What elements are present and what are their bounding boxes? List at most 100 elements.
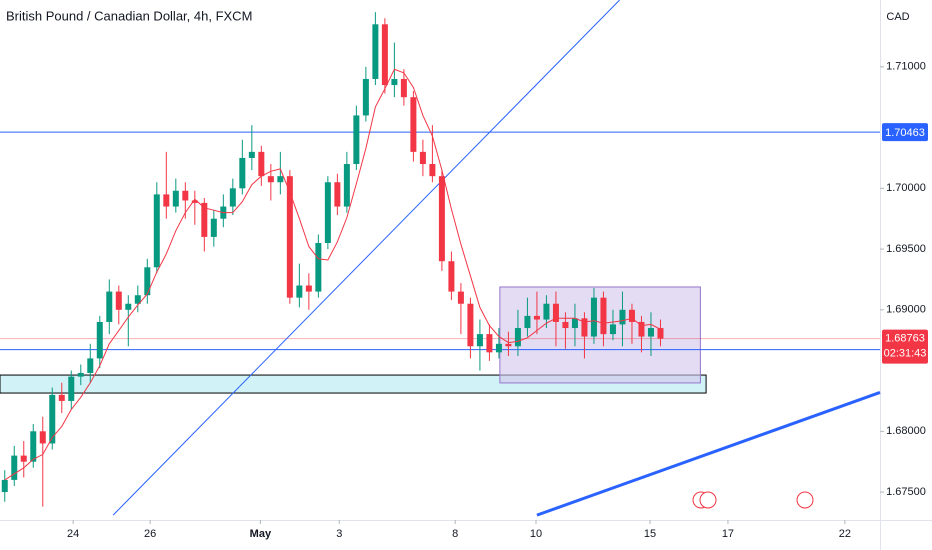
candle-body xyxy=(600,297,607,335)
trendline xyxy=(112,0,620,516)
candle-body xyxy=(514,328,521,347)
candle-body xyxy=(581,318,588,337)
countdown-label: 02:31:43 xyxy=(884,348,927,360)
candle-body xyxy=(201,202,208,237)
y-tick-label: 1.68000 xyxy=(886,425,926,437)
trendline xyxy=(536,391,881,517)
last-price-label: 1.68763 xyxy=(885,333,925,345)
event-icon[interactable] xyxy=(699,491,717,509)
x-tick-label: 24 xyxy=(67,528,79,540)
plot-area xyxy=(0,0,881,517)
candle-body xyxy=(343,164,350,207)
candle-body xyxy=(562,321,569,329)
candle-body xyxy=(267,176,274,183)
candle-body xyxy=(229,188,236,207)
candle-body xyxy=(77,372,84,377)
x-tick-label: 17 xyxy=(722,528,734,540)
candle-body xyxy=(638,321,645,337)
candle-body xyxy=(191,200,198,203)
candle-body xyxy=(362,78,369,116)
y-tick-label: 1.67500 xyxy=(886,486,926,498)
candle-body xyxy=(134,295,141,304)
candle-body xyxy=(125,303,132,310)
candle-body xyxy=(68,376,75,401)
x-tick-label: May xyxy=(250,528,272,540)
candle-body xyxy=(457,291,464,304)
candle-body xyxy=(153,194,160,268)
candle-body xyxy=(647,328,654,337)
x-tick-label: 26 xyxy=(144,528,156,540)
y-tick-label: 1.69500 xyxy=(886,243,926,255)
candle-body xyxy=(248,151,255,158)
currency-label: CAD xyxy=(886,11,909,23)
candle-body xyxy=(495,343,502,353)
candle-body xyxy=(296,285,303,298)
candle-body xyxy=(419,151,426,165)
candle-body xyxy=(486,334,493,353)
price-label: 1.70463 xyxy=(885,127,925,139)
candle-body xyxy=(115,291,122,310)
x-tick-label: 22 xyxy=(839,528,851,540)
x-tick-label: 15 xyxy=(644,528,656,540)
candle-body xyxy=(39,431,46,444)
y-tick-label: 1.71000 xyxy=(886,61,926,73)
candle-body xyxy=(400,78,407,98)
candle-body xyxy=(277,176,284,183)
candle-body xyxy=(524,315,531,329)
zone xyxy=(499,286,701,384)
candle-body xyxy=(30,431,37,462)
last-price-box xyxy=(882,329,928,364)
candle-body xyxy=(590,297,597,337)
event-icon[interactable] xyxy=(796,491,814,509)
candle-body xyxy=(96,321,103,359)
candle-body xyxy=(657,328,664,339)
candle-body xyxy=(438,176,445,262)
candle-body xyxy=(543,303,550,320)
candle-body xyxy=(619,309,626,325)
candle-body xyxy=(467,303,474,347)
axis-labels: 1.67500 1.68000 1.69000 1.69500 1.70000 1.710… xyxy=(67,61,928,540)
candle-body xyxy=(372,24,379,79)
event-icons xyxy=(692,491,814,509)
candle-body xyxy=(476,334,483,347)
x-tick-label: 3 xyxy=(336,528,342,540)
price-label-box xyxy=(882,123,928,142)
candle-body xyxy=(49,394,56,444)
candle-body xyxy=(20,455,27,462)
candle-body xyxy=(571,318,578,329)
candle-body xyxy=(286,176,293,298)
candle-body xyxy=(505,343,512,347)
candle-body xyxy=(315,242,322,292)
moving-average xyxy=(4,68,661,481)
candle-body xyxy=(163,194,170,207)
candle-body xyxy=(87,358,94,373)
candle-body xyxy=(391,78,398,86)
candle-body xyxy=(172,190,179,207)
candle-body xyxy=(58,394,65,401)
x-tick-label: 10 xyxy=(530,528,542,540)
candle-body xyxy=(182,190,189,201)
candle-body xyxy=(324,182,331,243)
candle-body xyxy=(210,218,217,237)
candle-body xyxy=(258,151,265,177)
candle-body xyxy=(1,479,8,493)
candle-body xyxy=(144,267,151,296)
y-tick-label: 1.70000 xyxy=(886,182,926,194)
candle-body xyxy=(410,97,417,152)
candle-body xyxy=(239,157,246,189)
candle-body xyxy=(628,309,635,322)
candle-body xyxy=(609,324,616,335)
candle-body xyxy=(429,164,436,177)
candle-body xyxy=(106,291,113,322)
candle-body xyxy=(353,115,360,165)
candle-body xyxy=(334,182,341,207)
y-tick-label: 1.69000 xyxy=(886,304,926,316)
candle-body xyxy=(381,24,388,86)
chart-title: British Pound / Canadian Dollar, 4h, FXC… xyxy=(6,8,252,23)
candle-body xyxy=(11,455,18,480)
candle-body xyxy=(533,315,540,320)
candle-body xyxy=(448,261,455,292)
x-tick-label: 8 xyxy=(452,528,458,540)
